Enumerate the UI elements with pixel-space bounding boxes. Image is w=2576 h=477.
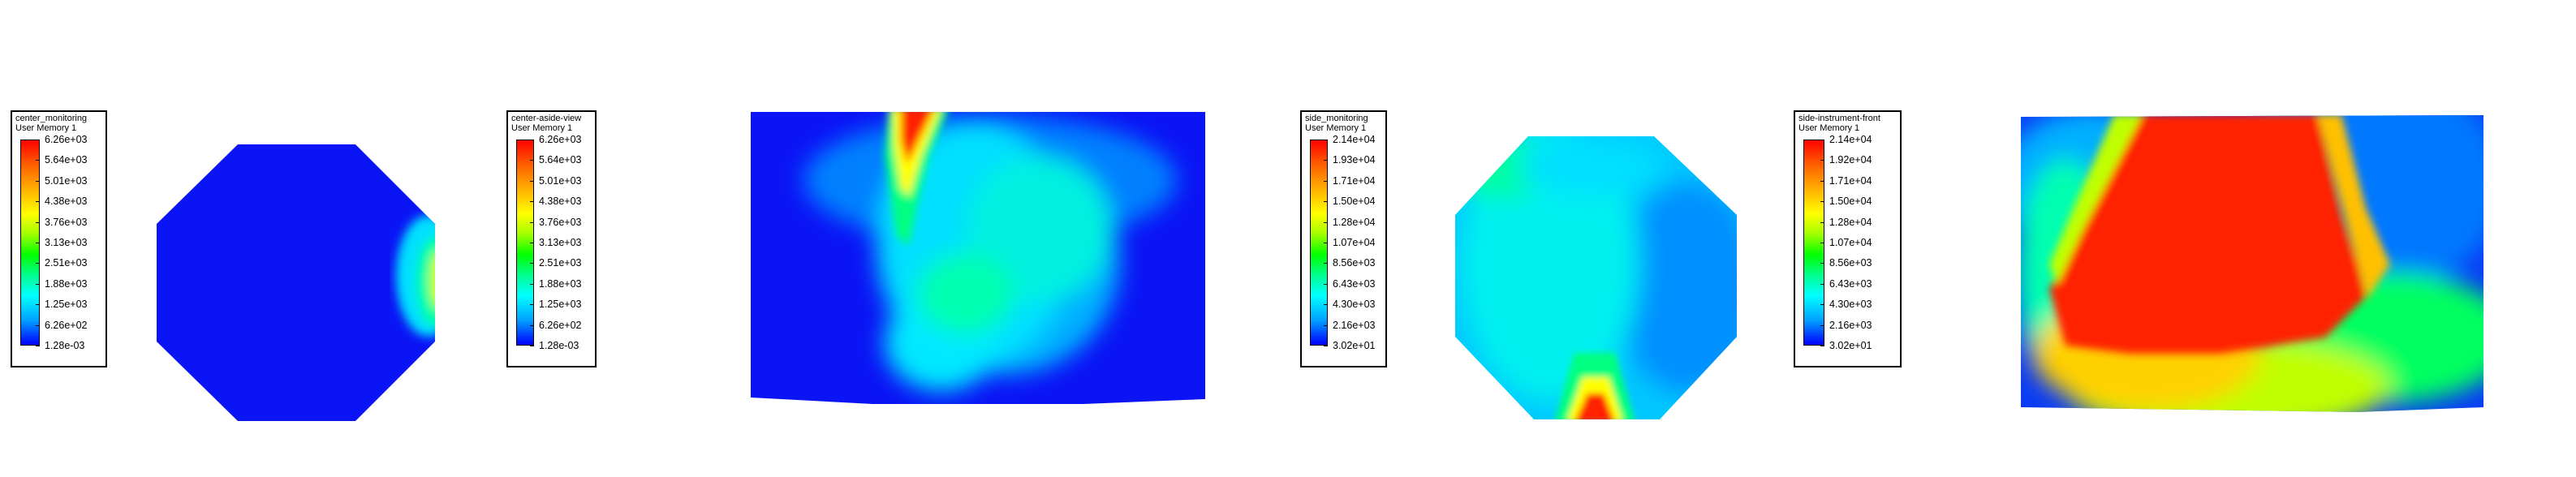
- legend-title: side_monitoring: [1305, 114, 1368, 123]
- legend-center-aside-view: center-aside-view User Memory 1 6.26e+03…: [506, 110, 597, 367]
- colorbar-tick-label: 1.28e+04: [1829, 216, 1872, 228]
- colorbar-tick-label: 1.50e+04: [1829, 196, 1872, 208]
- colorbar-tick-mark: [530, 160, 534, 161]
- colorbar-tick-mark: [1820, 201, 1824, 203]
- colorbar-tick-mark: [36, 324, 40, 326]
- colorbar-tick-mark: [1324, 201, 1328, 203]
- colorbar-tick-label: 1.92e+04: [1829, 154, 1872, 166]
- colorbar-tick-mark: [1820, 324, 1824, 326]
- colorbar-tick-label: 1.07e+04: [1829, 237, 1872, 248]
- colorbar-tick-mark: [1820, 180, 1824, 182]
- contour-plot-center-monitoring: [157, 144, 435, 421]
- colorbar-tick-mark: [36, 201, 40, 203]
- colorbar-tick-label: 1.25e+03: [45, 299, 88, 311]
- legend-title: center-aside-view: [511, 114, 582, 123]
- colorbar-tick-mark: [36, 160, 40, 161]
- legend-title: side-instrument-front: [1798, 114, 1880, 123]
- colorbar-tick-mark: [1324, 263, 1328, 264]
- colorbar-tick-mark: [530, 304, 534, 306]
- colorbar-tick-label: 3.76e+03: [539, 216, 582, 228]
- legend-title: center_monitoring: [15, 114, 88, 123]
- legend-side-instrument-front: side-instrument-front User Memory 1 2.14…: [1794, 110, 1902, 367]
- colorbar-tick-label: 1.25e+03: [539, 299, 582, 311]
- colorbar-tick-mark: [36, 221, 40, 223]
- legend-subtitle: User Memory 1: [511, 123, 573, 133]
- colorbar-tick-mark: [1820, 263, 1824, 264]
- colorbar-tick-label: 6.26e+02: [539, 319, 582, 331]
- colorbar-tick-label: 3.76e+03: [45, 216, 88, 228]
- contour-plot-center-aside-view: [751, 112, 1205, 404]
- colorbar-tick-label: 1.88e+03: [45, 277, 88, 290]
- colorbar-tick-label: 3.13e+03: [45, 237, 88, 248]
- colorbar-tick-mark: [1324, 180, 1328, 182]
- colorbar-tick-label: 5.01e+03: [45, 174, 88, 187]
- colorbar-tick-label: 1.71e+04: [1333, 174, 1376, 187]
- colorbar-tick-mark: [1324, 324, 1328, 326]
- colorbar-tick-label: 8.56e+03: [1829, 257, 1872, 269]
- colorbar-tick-mark: [1324, 283, 1328, 285]
- colorbar-tick-label: 2.51e+03: [539, 257, 582, 269]
- colorbar-tick-label: 5.64e+03: [539, 154, 582, 166]
- colorbar-tick-label: 1.71e+04: [1829, 174, 1872, 187]
- colorbar-tick-label: 1.50e+04: [1333, 196, 1376, 208]
- colorbar-tick-label: 2.16e+03: [1333, 319, 1376, 331]
- colorbar-tick-label: 4.30e+03: [1333, 299, 1376, 311]
- colorbar-tick-mark: [530, 263, 534, 264]
- colorbar-tick-mark: [1820, 304, 1824, 306]
- colorbar-tick-mark: [36, 180, 40, 182]
- colorbar-tick-label: 6.26e+03: [45, 134, 88, 145]
- colorbar-tick-mark: [36, 304, 40, 306]
- colorbar-tick-mark: [530, 201, 534, 203]
- colorbar-tick-label: 4.38e+03: [45, 196, 88, 208]
- colorbar-tick-label: 1.88e+03: [539, 277, 582, 290]
- colorbar-tick-mark: [36, 263, 40, 264]
- colorbar-tick-mark: [36, 283, 40, 285]
- colorbar-tick-mark: [1324, 304, 1328, 306]
- colorbar-tick-label: 4.30e+03: [1829, 299, 1872, 311]
- colorbar-tick-label: 6.26e+02: [45, 319, 88, 331]
- colorbar-tick-mark: [1820, 221, 1824, 223]
- legend-subtitle: User Memory 1: [1798, 123, 1860, 133]
- legend-center-monitoring: center_monitoring User Memory 1 6.26e+03…: [11, 110, 107, 367]
- colorbar-tick-mark: [530, 283, 534, 285]
- colorbar-tick-label: 1.28e+04: [1333, 216, 1376, 228]
- colorbar-tick-label: 2.14e+04: [1829, 134, 1872, 145]
- colorbar-tick-label: 6.43e+03: [1829, 277, 1872, 290]
- colorbar-tick-mark: [530, 324, 534, 326]
- contour-plot-side-instrument-front: [2021, 115, 2483, 412]
- colorbar-tick-label: 1.28e-03: [539, 340, 579, 351]
- contour-plot-side-monitoring: [1455, 136, 1737, 419]
- legend-subtitle: User Memory 1: [15, 123, 77, 133]
- colorbar-tick-label: 5.01e+03: [539, 174, 582, 187]
- colorbar-tick-mark: [530, 221, 534, 223]
- colorbar-tick-mark: [1820, 283, 1824, 285]
- colorbar-tick-label: 2.16e+03: [1829, 319, 1872, 331]
- colorbar-tick-mark: [530, 180, 534, 182]
- colorbar-tick-label: 4.38e+03: [539, 196, 582, 208]
- colorbar-tick-label: 6.26e+03: [539, 134, 582, 145]
- legend-subtitle: User Memory 1: [1305, 123, 1367, 133]
- colorbar-tick-label: 8.56e+03: [1333, 257, 1376, 269]
- legend-side-monitoring: side_monitoring User Memory 1 2.14e+04 1.…: [1300, 110, 1387, 367]
- colorbar-tick-label: 1.28e-03: [45, 340, 85, 351]
- colorbar-tick-mark: [1324, 160, 1328, 161]
- colorbar-tick-label: 1.93e+04: [1333, 154, 1376, 166]
- colorbar-tick-label: 6.43e+03: [1333, 277, 1376, 290]
- colorbar-tick-label: 3.02e+01: [1333, 340, 1376, 351]
- colorbar-tick-label: 2.14e+04: [1333, 134, 1376, 145]
- colorbar-tick-mark: [1324, 221, 1328, 223]
- colorbar-tick-label: 3.13e+03: [539, 237, 582, 248]
- colorbar-tick-label: 3.02e+01: [1829, 340, 1872, 351]
- colorbar-tick-label: 5.64e+03: [45, 154, 88, 166]
- colorbar-tick-label: 2.51e+03: [45, 257, 88, 269]
- colorbar-tick-mark: [1820, 160, 1824, 161]
- colorbar-tick-label: 1.07e+04: [1333, 237, 1376, 248]
